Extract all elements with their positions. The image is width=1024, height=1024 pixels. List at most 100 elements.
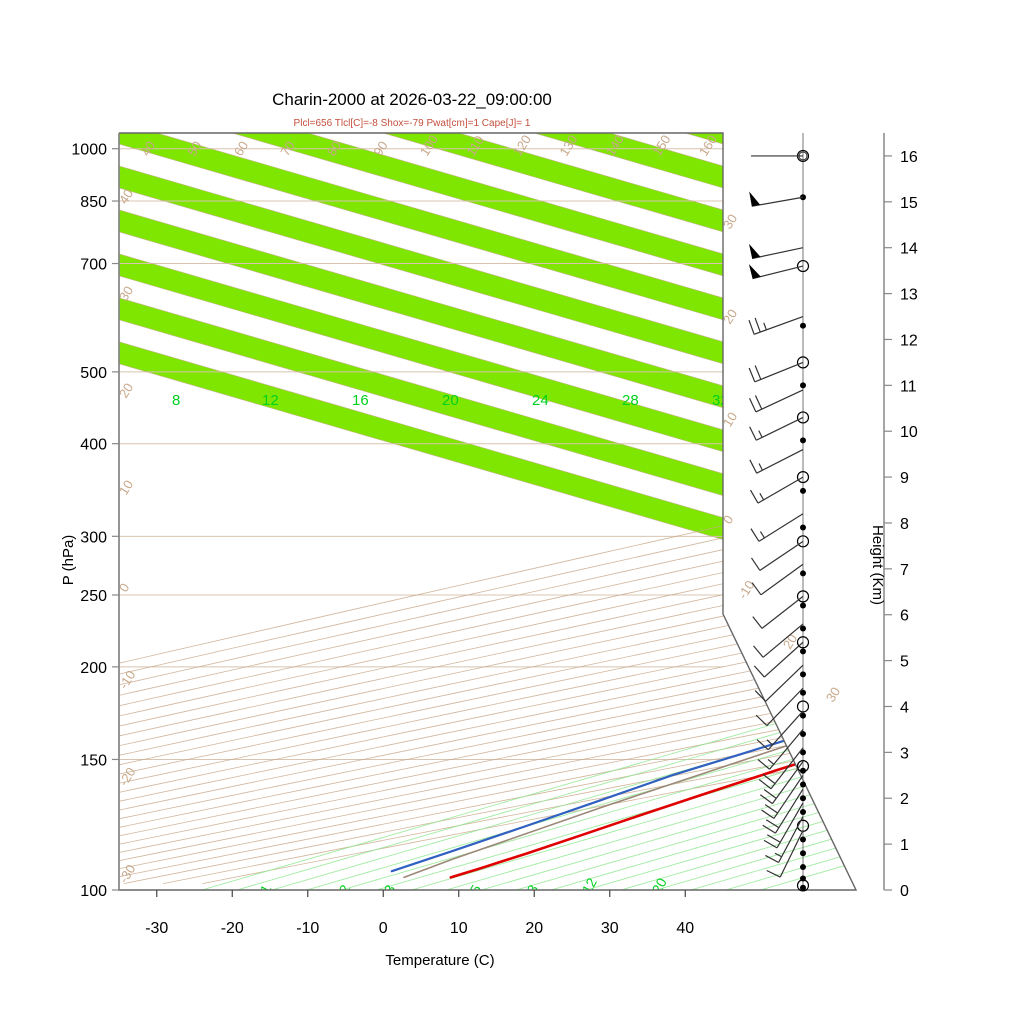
y2-tick-label: 15 [900, 195, 918, 212]
y-tick-label: 1000 [71, 142, 107, 159]
wind-level-marker [800, 671, 806, 678]
y-tick-label: 850 [80, 194, 107, 211]
y2-axis-title: Height (Km) [869, 525, 886, 605]
wind-barb [748, 315, 804, 335]
wind-level-marker-open [796, 411, 810, 424]
chart-annotation: 2 [336, 882, 354, 897]
y2-tick-label: 14 [900, 241, 918, 258]
wind-level-marker-open [796, 535, 810, 548]
wind-barb [749, 476, 804, 504]
wind-level-marker-open [796, 700, 810, 713]
wind-level-marker [800, 689, 806, 696]
y2-tick-label: 5 [900, 654, 909, 671]
wind-barb [751, 540, 804, 571]
wind-level-marker [800, 648, 806, 655]
y2-tick-label: 7 [900, 562, 909, 579]
wind-level-marker [800, 749, 806, 756]
chart-annotation: 8 [172, 392, 180, 409]
wind-barb [761, 774, 804, 819]
y2-tick-label: 8 [900, 516, 909, 533]
wind-level-marker [800, 382, 806, 389]
y2-tick-label: 4 [900, 699, 909, 716]
wind-level-marker [800, 767, 806, 774]
wind-level-marker [800, 731, 806, 738]
wind-barb [757, 729, 804, 770]
wind-barb [763, 802, 804, 849]
x-tick-label: 10 [450, 920, 468, 937]
page-title: Charin-2000 at 2026-03-22_09:00:00 [272, 90, 552, 109]
chart-annotation: 16 [352, 392, 369, 409]
wind-level-marker [800, 602, 806, 609]
chart-annotation: 10 [720, 409, 740, 429]
wind-level-marker-open [796, 590, 810, 603]
y-tick-label: 250 [80, 588, 107, 605]
y-tick-label: 300 [80, 529, 107, 546]
wind-barb [753, 641, 804, 678]
x-tick-label: -10 [296, 920, 319, 937]
wind-level-marker [800, 487, 806, 494]
chart-annotation: 28 [622, 392, 639, 409]
y2-tick-label: 12 [900, 332, 918, 349]
wind-barb [759, 761, 804, 805]
wind-barb-panel [748, 133, 810, 892]
axes-layer: -30 -20 -10 0 10 20 30 401001502002503004005007… [71, 133, 918, 937]
chart-annotation: 30 [720, 211, 740, 231]
chart-annotation: 24 [532, 392, 549, 409]
wind-level-marker-open [796, 356, 810, 369]
wind-barb [751, 563, 804, 596]
wind-level-marker [800, 781, 806, 788]
wind-level-marker [800, 437, 806, 444]
y2-tick-label: 3 [900, 745, 909, 762]
chart-annotation: 20 [780, 631, 800, 651]
wind-barb [756, 710, 804, 751]
wind-level-marker [800, 884, 806, 891]
chart-annotation: 20 [442, 392, 459, 409]
subtitle-stats: Plcl=656 Tlcl[C]=-8 Shox=-79 Pwat[cm]=1 … [294, 118, 531, 129]
x-tick-label: 0 [379, 920, 388, 937]
y2-tick-label: 9 [900, 470, 909, 487]
chart-annotation: 8 [524, 882, 542, 897]
y2-tick-label: 2 [900, 791, 909, 808]
wind-level-marker-open [796, 259, 810, 273]
wind-level-marker [800, 712, 806, 719]
wind-barb [751, 151, 808, 161]
wind-barb [749, 191, 804, 207]
wind-barb [753, 623, 804, 658]
y-tick-label: 500 [80, 365, 107, 382]
x-tick-label: -20 [221, 920, 244, 937]
wind-level-marker [800, 809, 806, 816]
x-tick-label: 40 [676, 920, 694, 937]
wind-level-marker-open [796, 879, 810, 892]
chart-annotation: 3 [381, 882, 399, 897]
wind-level-marker-open [796, 470, 810, 484]
y-tick-label: 100 [80, 883, 107, 900]
wind-barb [748, 264, 804, 280]
wind-barb [748, 361, 804, 383]
wind-level-marker [800, 836, 806, 843]
wind-barb [750, 513, 804, 542]
chart-annotation: 40 [138, 138, 158, 158]
wind-barb [749, 416, 804, 441]
wind-barb [758, 747, 804, 790]
x-tick-label: 20 [525, 920, 543, 937]
wind-barb [766, 830, 804, 878]
wind-level-marker [800, 625, 806, 632]
wind-barb [748, 389, 804, 413]
chart-annotation: 20 [720, 306, 740, 326]
chart-annotation: 70 [277, 138, 297, 158]
y-tick-label: 150 [80, 752, 107, 769]
wind-barb [754, 664, 804, 702]
wind-barb [765, 816, 804, 864]
y2-tick-label: 10 [900, 424, 918, 441]
chart-annotation: 1 [257, 882, 275, 897]
y2-tick-label: 6 [900, 608, 909, 625]
y-tick-label: 400 [80, 437, 107, 454]
wind-level-marker [800, 322, 806, 329]
chart-annotation: 90 [370, 138, 390, 158]
wind-level-marker-open [796, 760, 810, 773]
chart-annotation: 60 [231, 138, 251, 158]
chart-annotation: 5 [467, 882, 485, 897]
wind-barb [749, 449, 804, 474]
